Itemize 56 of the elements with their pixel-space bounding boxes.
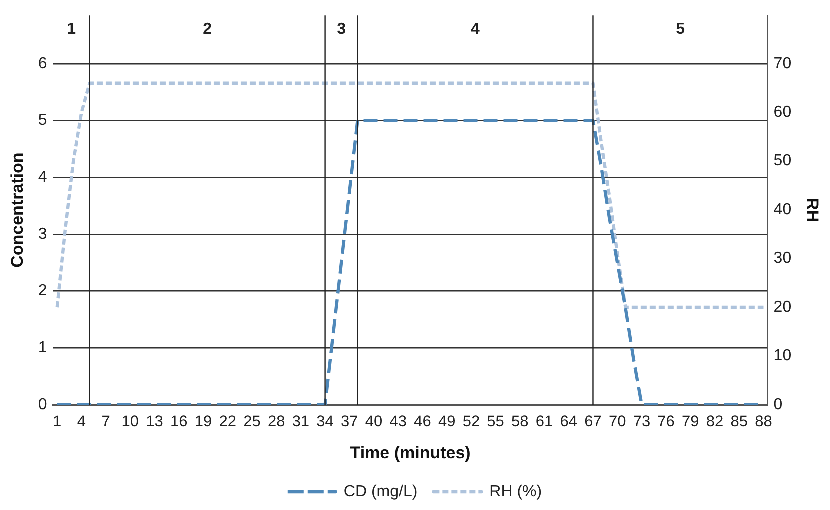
x-tick-label: 10 — [122, 414, 140, 431]
annotation: 3 — [337, 21, 346, 38]
x-tick-label: 52 — [462, 414, 480, 431]
x-tick-label: 58 — [512, 414, 529, 431]
x-tick-label: 7 — [102, 414, 110, 431]
x-tick-label: 61 — [536, 414, 554, 431]
x-tick-label: 34 — [316, 414, 334, 431]
legend-label: RH (%) — [490, 483, 542, 500]
y-tick-label: 3 — [38, 226, 48, 243]
x-tick-label: 67 — [584, 414, 602, 431]
x-tick-label: 64 — [560, 414, 578, 431]
y2-tick-label: 20 — [774, 298, 792, 316]
y2-tick-label: 10 — [774, 348, 792, 365]
x-tick-label: 28 — [268, 414, 286, 431]
x-tick-label: 79 — [682, 414, 700, 431]
x-tick-label: 31 — [292, 414, 310, 431]
y-tick-label: 5 — [38, 112, 48, 130]
annotation: 1 — [67, 21, 76, 38]
x-tick-label: 13 — [146, 414, 164, 431]
y2-tick-label: 40 — [774, 201, 792, 218]
x-axis-title: Time (minutes) — [350, 443, 471, 462]
x-tick-label: 73 — [633, 414, 651, 431]
y-tick-label: 4 — [38, 169, 48, 186]
y2-tick-label: 0 — [774, 396, 783, 414]
x-tick-label: 70 — [608, 414, 627, 431]
x-tick-label: 22 — [219, 414, 236, 431]
y-tick-label: 2 — [38, 282, 48, 300]
x-tick-label: 40 — [365, 414, 384, 431]
x-tick-label: 49 — [438, 414, 456, 431]
y2-tick-label: 50 — [774, 152, 792, 170]
y-tick-label: 6 — [38, 55, 48, 72]
y2-axis-title: RH — [803, 198, 822, 223]
x-tick-label: 1 — [53, 414, 62, 431]
x-tick-label: 85 — [730, 414, 748, 431]
x-tick-label: 55 — [487, 414, 504, 431]
line-series — [56, 82, 766, 310]
y-tick-label: 1 — [38, 340, 48, 357]
x-tick-label: 88 — [755, 414, 772, 431]
x-tick-label: 82 — [706, 414, 724, 431]
x-tick-label: 76 — [658, 414, 675, 431]
x-tick-label: 37 — [341, 414, 358, 431]
x-tick-label: 4 — [77, 414, 86, 431]
legend-label: CD (mg/L) — [344, 483, 418, 500]
y2-tick-label: 60 — [774, 104, 792, 121]
x-tick-label: 43 — [390, 414, 407, 431]
y2-tick-label: 70 — [774, 55, 792, 72]
x-tick-label: 46 — [414, 414, 432, 431]
x-tick-label: 19 — [194, 414, 212, 431]
x-tick-label: 16 — [170, 414, 188, 431]
y-axis-title: Concentration — [8, 152, 27, 268]
x-tick-label: 25 — [244, 414, 261, 431]
annotation: 5 — [676, 21, 686, 38]
y-tick-label: 0 — [38, 396, 48, 414]
y2-tick-label: 30 — [774, 250, 792, 268]
annotation: 2 — [203, 21, 212, 38]
annotation: 4 — [471, 21, 480, 38]
